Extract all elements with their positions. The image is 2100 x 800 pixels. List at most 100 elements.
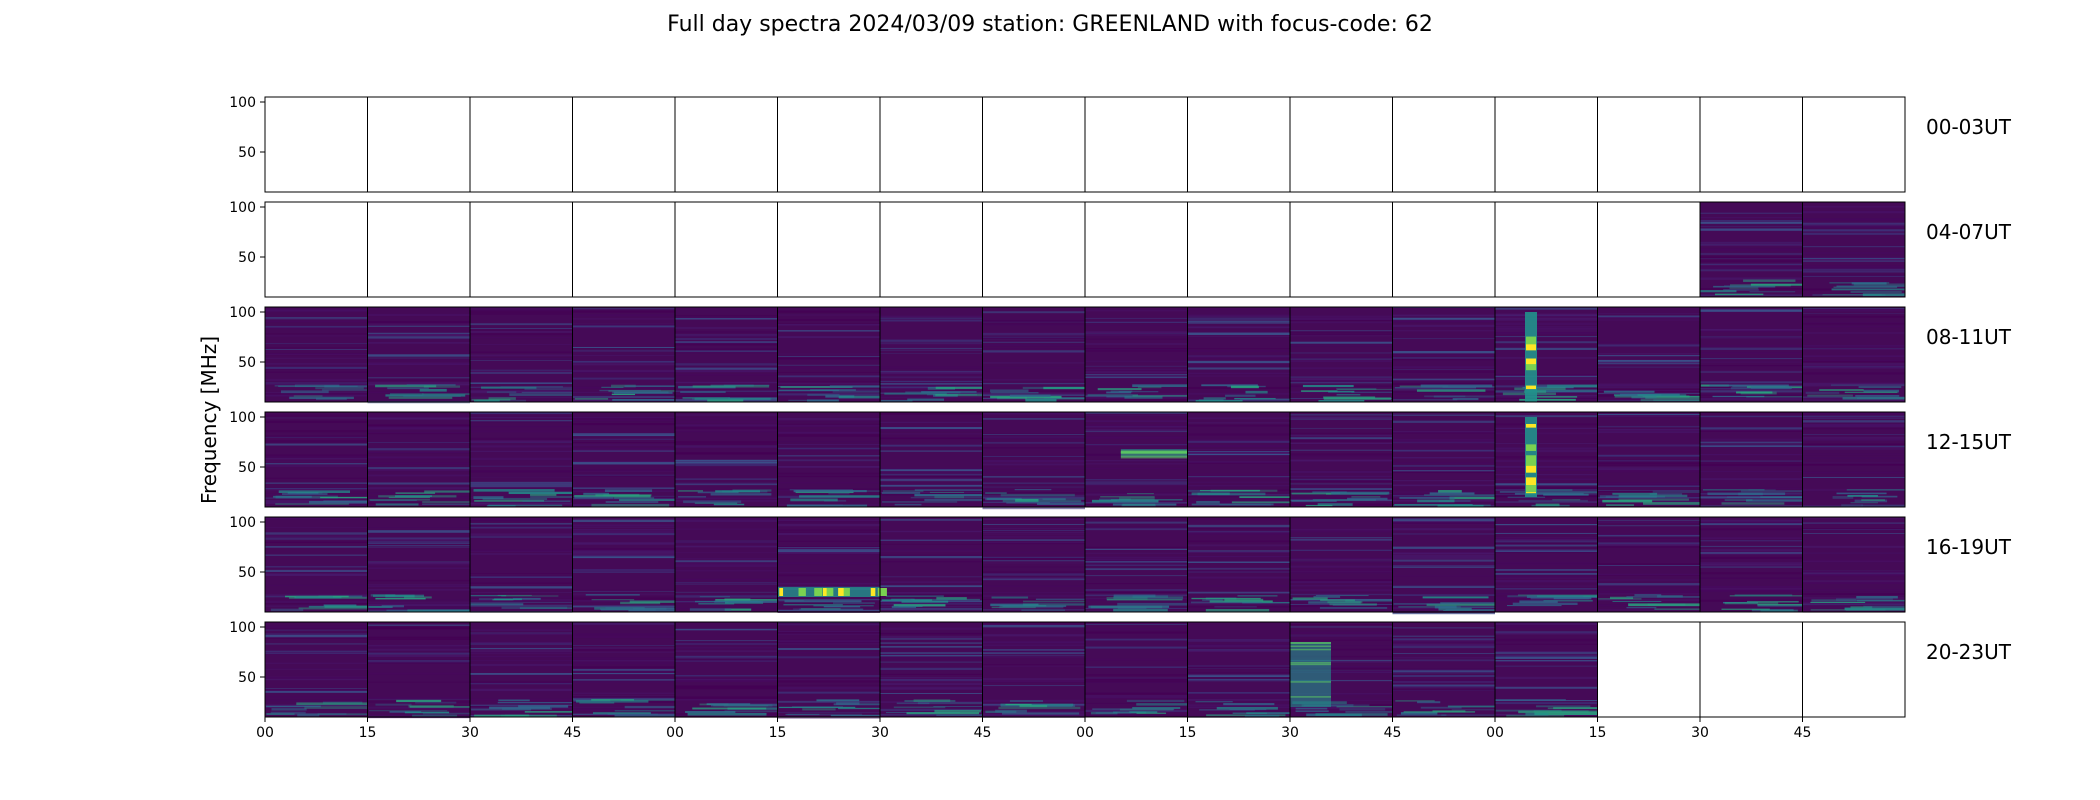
spectrum-panel	[265, 412, 368, 507]
spectrum-panel	[470, 517, 573, 613]
y-tick-label: 100	[229, 95, 256, 111]
panel-frame	[777, 96, 881, 193]
y-tick-label: 100	[229, 305, 256, 321]
x-tick-label: 45	[564, 725, 582, 741]
panel-frame	[1597, 201, 1701, 298]
spectrum-panel	[1392, 307, 1495, 402]
panel-frame	[367, 201, 471, 298]
spectrum-panel	[367, 307, 470, 404]
burst-mark	[1525, 417, 1537, 497]
spectrum-panel	[1392, 412, 1495, 507]
panel-frame	[1494, 96, 1598, 193]
panel-frame	[879, 96, 983, 193]
burst-mark	[1120, 449, 1188, 459]
spectrum-panel	[1495, 622, 1598, 717]
y-tick-label: 50	[238, 670, 256, 686]
spectrum-panel	[470, 307, 573, 403]
row-20-23UT: 100 50 20-23UT	[229, 620, 2012, 719]
spectrum-panel	[265, 517, 368, 612]
spectrum-panel	[1290, 307, 1393, 403]
row-04-07UT: 100 50 04-07UT	[229, 200, 2012, 298]
panel-frame	[674, 201, 778, 298]
panel-frame	[264, 201, 368, 298]
burst-mark	[777, 587, 887, 597]
spectrum-panel	[1700, 517, 1803, 612]
spectrum-panel	[1085, 517, 1188, 612]
spectrum-panel	[1392, 622, 1495, 717]
x-tick-label: 45	[1384, 725, 1402, 741]
spectrum-panel	[572, 517, 675, 612]
spectrum-panel	[1187, 307, 1290, 403]
y-tick-label: 50	[238, 145, 256, 161]
y-tick-label: 50	[238, 565, 256, 581]
x-tick-label: 45	[1794, 725, 1812, 741]
chart-title: Full day spectra 2024/03/09 station: GRE…	[667, 12, 1433, 37]
panel-frame	[1802, 306, 1906, 403]
spectrum-panel	[1187, 622, 1290, 718]
x-tick-label: 30	[871, 725, 889, 741]
y-tick-label: 100	[229, 620, 256, 636]
row-time-label: 00-03UT	[1926, 115, 2012, 139]
panel-frame	[1392, 96, 1496, 193]
spectrum-panel	[982, 412, 1085, 510]
panel-frame	[1084, 96, 1188, 193]
spectrum-panel	[880, 307, 983, 402]
row-time-label: 08-11UT	[1926, 325, 2012, 349]
row-16-19UT: 100 50 16-19UT	[229, 515, 2012, 615]
x-tick-label: 00	[666, 725, 684, 741]
spectrum-panel	[777, 622, 880, 719]
spectrum-panel	[1802, 307, 1905, 402]
panel-frame	[674, 96, 778, 193]
spectrum-panel	[777, 307, 880, 403]
spectrum-panel	[1187, 517, 1290, 613]
panel-frame	[1289, 201, 1393, 298]
spectrum-panel	[265, 307, 368, 402]
spectrum-panel	[982, 517, 1085, 612]
x-tick-label: 00	[256, 725, 274, 741]
spectrum-panel	[572, 307, 675, 402]
spectrum-panel	[1187, 412, 1290, 507]
spectrum-panel	[1495, 307, 1598, 402]
y-tick-label: 100	[229, 410, 256, 426]
panel-frame	[1802, 96, 1906, 193]
panel-frame	[879, 201, 983, 298]
x-tick-label: 30	[1691, 725, 1709, 741]
x-tick-label: 15	[769, 725, 787, 741]
panel-frame	[982, 201, 1086, 298]
spectrum-panel	[572, 622, 675, 718]
spectrum-panel	[367, 517, 470, 613]
panel-frame	[1187, 96, 1291, 193]
panel-frame	[1802, 621, 1906, 718]
spectrum-panel	[1085, 307, 1188, 402]
spectrum-panel	[675, 517, 778, 612]
burst-mark	[1525, 312, 1537, 402]
spectrum-panel	[572, 412, 675, 507]
spectrum-panel	[880, 517, 983, 612]
panel-frame	[367, 96, 471, 193]
panel-frame	[572, 201, 676, 298]
panel-frame	[1084, 201, 1188, 298]
spectrum-panel	[1085, 622, 1188, 717]
panel-frame	[1597, 96, 1701, 193]
spectrum-panel	[982, 307, 1085, 402]
spectrum-panel	[470, 412, 573, 507]
x-tick-label: 30	[461, 725, 479, 741]
spectrum-panel	[367, 412, 470, 507]
spectrum-panel	[265, 622, 368, 717]
panel-frame	[1699, 96, 1803, 193]
y-tick-label: 100	[229, 515, 256, 531]
panel-frame	[1187, 201, 1291, 298]
y-tick-label: 50	[238, 460, 256, 476]
spectrum-panel	[1700, 412, 1803, 507]
panel-frame	[1494, 201, 1598, 298]
x-tick-label: 00	[1486, 725, 1504, 741]
y-tick-label: 50	[238, 355, 256, 371]
panel-frame	[1597, 621, 1701, 718]
spectrum-panel	[675, 307, 778, 403]
panel-frame	[469, 96, 573, 193]
panel-frame	[1802, 201, 1906, 298]
spectrum-panel	[777, 412, 880, 507]
spectrum-panel	[1700, 202, 1803, 297]
spectrum-panel	[1597, 412, 1700, 507]
